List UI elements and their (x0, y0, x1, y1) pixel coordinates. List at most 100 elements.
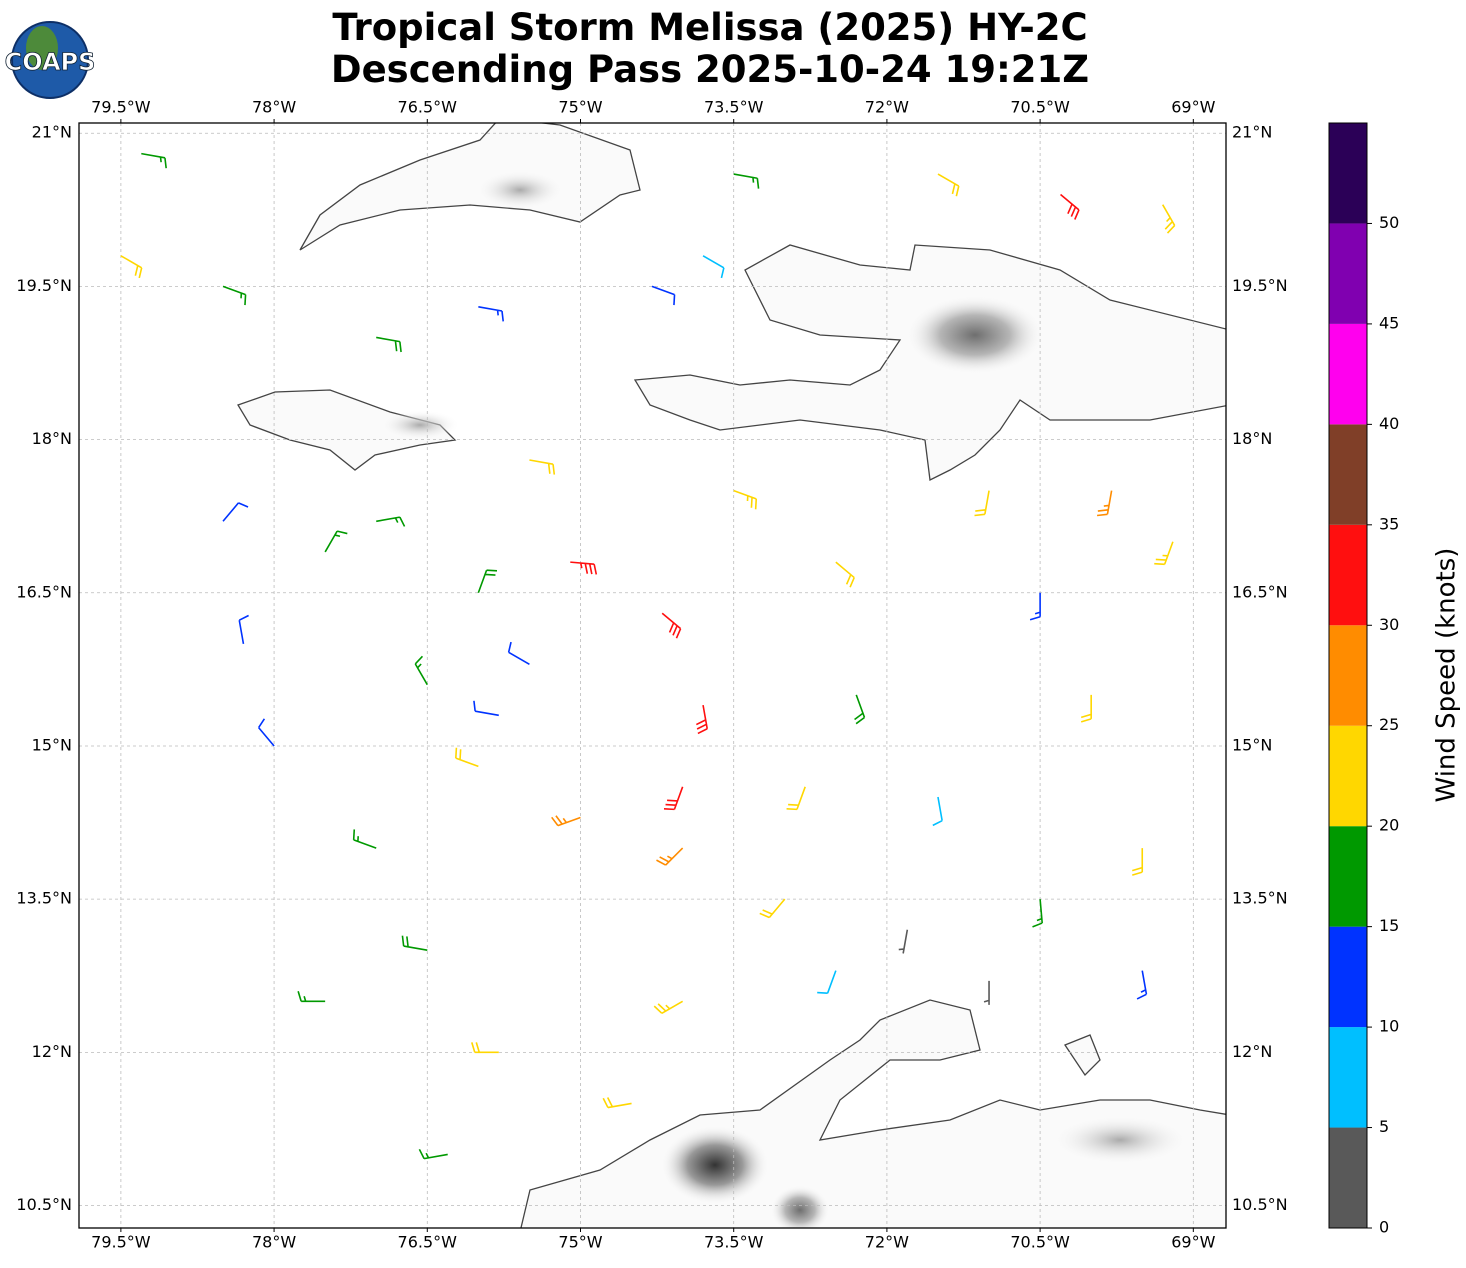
wind-barb (653, 1000, 684, 1014)
x-tick-label: 73.5°W (704, 1233, 764, 1252)
wind-barb (1154, 541, 1174, 566)
x-tick-label: 70.5°W (1010, 98, 1070, 117)
colorbar-segment (1329, 223, 1367, 324)
x-tick-label: 79.5°W (91, 1233, 151, 1252)
title: Tropical Storm Melissa (2025) HY-2C (332, 6, 1087, 49)
wind-barb (570, 561, 598, 575)
wind-barb (1029, 592, 1041, 621)
wind-barb (222, 285, 247, 306)
x-tick-label: 76.5°W (398, 1233, 458, 1252)
wind-barb (702, 255, 725, 279)
colorbar-segment (1329, 926, 1367, 1028)
x-tick-label: 73.5°W (704, 98, 764, 117)
wind-barb (602, 1097, 632, 1109)
colorbar-segment (1329, 424, 1367, 525)
wind-barb (414, 655, 428, 686)
wind-barb (352, 829, 377, 849)
y-tick-label: 12°N (32, 1042, 72, 1061)
wind-barb (1032, 899, 1043, 928)
wind-barb (835, 561, 855, 588)
x-tick-label: 69°W (1171, 98, 1215, 117)
y-tick-label: 19.5°N (1232, 276, 1288, 295)
y-tick-label: 16.5°N (1232, 582, 1288, 601)
y-tick-label: 15°N (1232, 735, 1272, 754)
wind-barb (478, 306, 505, 322)
wind-barb (983, 980, 990, 1005)
land (237, 389, 457, 471)
colorbar-tick-label: 15 (1379, 916, 1399, 935)
colorbar-segment (1329, 323, 1367, 425)
wind-barb (932, 796, 943, 827)
wind-barb (695, 704, 709, 735)
wind-barb (222, 502, 249, 522)
colorbar-tick-label: 10 (1379, 1017, 1399, 1036)
y-tick-label: 21°N (1232, 123, 1272, 142)
y-tick-label: 18°N (1232, 429, 1272, 448)
wind-barb (1080, 694, 1092, 723)
colorbar-tick-label: 35 (1379, 514, 1399, 533)
wind-barb (551, 815, 581, 827)
wind-barb (297, 991, 326, 1003)
wind-barb (661, 612, 682, 639)
y-tick-label: 13.5°N (1232, 889, 1288, 908)
y-tick-label: 10.5°N (1232, 1195, 1288, 1214)
x-tick-label: 72°W (865, 98, 909, 117)
wind-barb (651, 285, 676, 306)
wind-barb (733, 173, 760, 189)
wind-barb (257, 718, 275, 747)
wind-barb (1096, 490, 1113, 517)
x-tick-label: 78°W (252, 1233, 296, 1252)
wind-barb (1161, 204, 1176, 234)
wind-barb (1060, 193, 1080, 220)
wind-barb (477, 569, 498, 594)
wind-barb (786, 786, 806, 811)
colorbar-segment (1329, 123, 1367, 224)
wind-barb (120, 255, 143, 279)
logo-text: COAPS (5, 48, 96, 76)
wind-barb (817, 970, 837, 994)
colorbar-segment (1329, 1127, 1367, 1228)
wind-barb (376, 336, 402, 353)
y-tick-label: 21°N (32, 123, 72, 142)
y-tick-label: 10.5°N (16, 1195, 72, 1214)
wind-barb (663, 786, 684, 811)
logo: COAPS (4, 21, 96, 99)
wind-barb (937, 173, 960, 197)
y-tick-label: 18°N (32, 429, 72, 448)
colorbar-tick-label: 50 (1379, 213, 1399, 232)
y-tick-label: 13.5°N (16, 889, 72, 908)
wind-barb (418, 1148, 448, 1160)
wind-barb (1136, 970, 1148, 1000)
colorbar-tick-label: 0 (1379, 1218, 1389, 1237)
wind-barb (733, 489, 758, 510)
colorbar-tick-label: 45 (1379, 313, 1399, 332)
wind-barbs (120, 152, 1176, 1160)
colorbar-segment (1329, 826, 1367, 927)
colorbar-segment (1329, 1027, 1367, 1128)
subtitle: Descending Pass 2025-10-24 19:21Z (331, 48, 1089, 91)
x-tick-label: 78°W (252, 98, 296, 117)
wind-barb (324, 530, 348, 553)
colorbar-segment (1329, 625, 1367, 726)
x-tick-label: 79.5°W (91, 98, 151, 117)
wind-barb (529, 459, 556, 475)
colorbar-tick-label: 25 (1379, 715, 1399, 734)
colorbar-label: Wind Speed (knots) (1432, 548, 1462, 803)
wind-barb (759, 898, 786, 919)
wind-barb (238, 614, 249, 644)
wind-barb (401, 935, 428, 952)
wind-barb (141, 152, 167, 169)
map-frame (78, 122, 1227, 1229)
colorbar-tick-label: 40 (1379, 414, 1399, 433)
wind-barb (974, 490, 990, 517)
colorbar-segment (1329, 725, 1367, 827)
x-tick-label: 75°W (558, 1233, 602, 1252)
y-tick-label: 15°N (32, 735, 72, 754)
wind-barb (1132, 848, 1144, 876)
x-tick-label: 76.5°W (398, 98, 458, 117)
land (299, 123, 641, 251)
y-tick-label: 16.5°N (16, 582, 72, 601)
land (1064, 1034, 1101, 1077)
grid: 79.5°W 79.5°W 78°W 78°W 76.5°W 76.5°W 75°W 75°W… (16, 98, 1287, 1252)
